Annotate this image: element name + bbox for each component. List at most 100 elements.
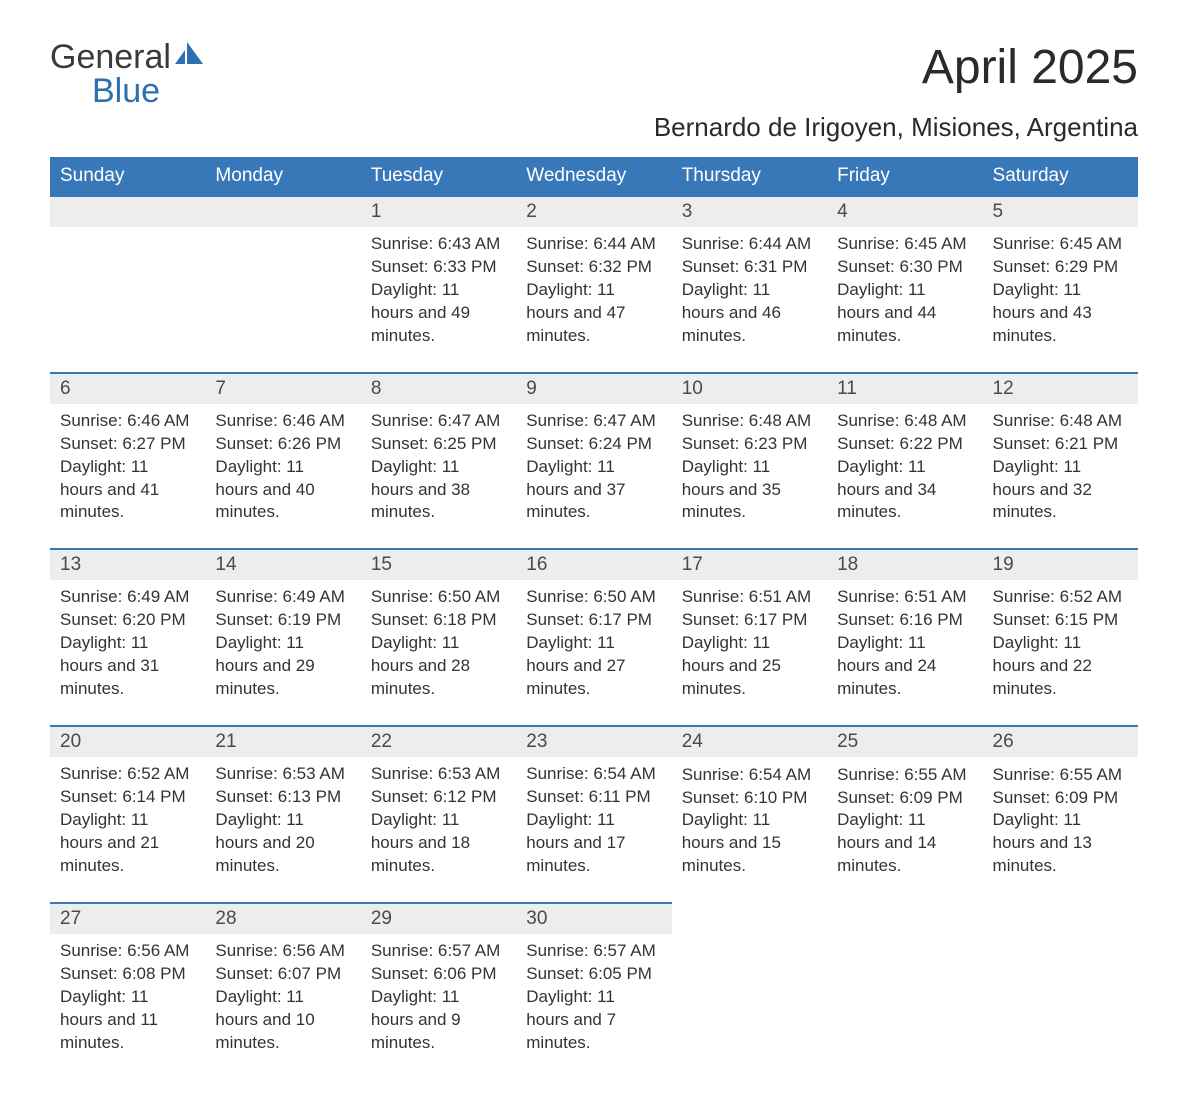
day-detail-cell: Sunrise: 6:46 AMSunset: 6:27 PMDaylight:… — [50, 404, 205, 550]
day-number-cell: 22 — [361, 726, 516, 757]
day-detail-cell: Sunrise: 6:57 AMSunset: 6:06 PMDaylight:… — [361, 934, 516, 1063]
day-detail-cell: Sunrise: 6:53 AMSunset: 6:13 PMDaylight:… — [205, 757, 360, 903]
daylight-text: Daylight: 11 hours and 14 minutes. — [837, 809, 972, 878]
day-detail-cell: Sunrise: 6:48 AMSunset: 6:23 PMDaylight:… — [672, 404, 827, 550]
sunset-text: Sunset: 6:16 PM — [837, 609, 972, 632]
sunset-text: Sunset: 6:07 PM — [215, 963, 350, 986]
sunrise-text: Sunrise: 6:52 AM — [60, 763, 195, 786]
day-detail-row: Sunrise: 6:46 AMSunset: 6:27 PMDaylight:… — [50, 404, 1138, 550]
day-number-cell — [983, 903, 1138, 934]
day-detail-cell: Sunrise: 6:56 AMSunset: 6:07 PMDaylight:… — [205, 934, 360, 1063]
sunset-text: Sunset: 6:15 PM — [993, 609, 1128, 632]
day-detail-cell: Sunrise: 6:52 AMSunset: 6:15 PMDaylight:… — [983, 580, 1138, 726]
sunset-text: Sunset: 6:06 PM — [371, 963, 506, 986]
daylight-text: Daylight: 11 hours and 15 minutes. — [682, 809, 817, 878]
day-detail-row: Sunrise: 6:49 AMSunset: 6:20 PMDaylight:… — [50, 580, 1138, 726]
daylight-text: Daylight: 11 hours and 40 minutes. — [215, 456, 350, 525]
day-number-cell: 4 — [827, 196, 982, 227]
day-number-cell: 15 — [361, 549, 516, 580]
sunset-text: Sunset: 6:33 PM — [371, 256, 506, 279]
sunset-text: Sunset: 6:12 PM — [371, 786, 506, 809]
day-detail-cell: Sunrise: 6:55 AMSunset: 6:09 PMDaylight:… — [983, 757, 1138, 903]
sunset-text: Sunset: 6:05 PM — [526, 963, 661, 986]
day-number-cell: 5 — [983, 196, 1138, 227]
day-detail-cell: Sunrise: 6:43 AMSunset: 6:33 PMDaylight:… — [361, 227, 516, 373]
day-number-cell: 13 — [50, 549, 205, 580]
daylight-text: Daylight: 11 hours and 28 minutes. — [371, 632, 506, 701]
day-detail-cell: Sunrise: 6:50 AMSunset: 6:17 PMDaylight:… — [516, 580, 671, 726]
day-number-cell: 28 — [205, 903, 360, 934]
daylight-text: Daylight: 11 hours and 44 minutes. — [837, 279, 972, 348]
sunrise-text: Sunrise: 6:49 AM — [215, 586, 350, 609]
day-number-row: 6789101112 — [50, 373, 1138, 404]
daylight-text: Daylight: 11 hours and 37 minutes. — [526, 456, 661, 525]
sunrise-text: Sunrise: 6:56 AM — [215, 940, 350, 963]
day-number-cell: 14 — [205, 549, 360, 580]
weekday-header: Monday — [205, 157, 360, 196]
day-number-row: 12345 — [50, 196, 1138, 227]
sunset-text: Sunset: 6:13 PM — [215, 786, 350, 809]
daylight-text: Daylight: 11 hours and 24 minutes. — [837, 632, 972, 701]
sunrise-text: Sunrise: 6:54 AM — [526, 763, 661, 786]
daylight-text: Daylight: 11 hours and 9 minutes. — [371, 986, 506, 1055]
day-number-cell: 25 — [827, 726, 982, 757]
sunrise-text: Sunrise: 6:55 AM — [993, 764, 1128, 787]
sunrise-text: Sunrise: 6:46 AM — [215, 410, 350, 433]
sunrise-text: Sunrise: 6:44 AM — [682, 233, 817, 256]
weekday-header: Friday — [827, 157, 982, 196]
day-number-cell — [827, 903, 982, 934]
day-number-row: 20212223242526 — [50, 726, 1138, 757]
daylight-text: Daylight: 11 hours and 21 minutes. — [60, 809, 195, 878]
daylight-text: Daylight: 11 hours and 47 minutes. — [526, 279, 661, 348]
sunrise-text: Sunrise: 6:48 AM — [837, 410, 972, 433]
day-detail-cell: Sunrise: 6:51 AMSunset: 6:16 PMDaylight:… — [827, 580, 982, 726]
day-detail-cell: Sunrise: 6:45 AMSunset: 6:30 PMDaylight:… — [827, 227, 982, 373]
weekday-header: Thursday — [672, 157, 827, 196]
day-number-cell: 1 — [361, 196, 516, 227]
sunset-text: Sunset: 6:26 PM — [215, 433, 350, 456]
daylight-text: Daylight: 11 hours and 32 minutes. — [993, 456, 1128, 525]
page-subtitle: Bernardo de Irigoyen, Misiones, Argentin… — [50, 112, 1138, 143]
sunrise-text: Sunrise: 6:43 AM — [371, 233, 506, 256]
day-detail-cell: Sunrise: 6:52 AMSunset: 6:14 PMDaylight:… — [50, 757, 205, 903]
daylight-text: Daylight: 11 hours and 13 minutes. — [993, 809, 1128, 878]
day-number-cell: 19 — [983, 549, 1138, 580]
weekday-header: Saturday — [983, 157, 1138, 196]
sunset-text: Sunset: 6:22 PM — [837, 433, 972, 456]
day-detail-cell: Sunrise: 6:45 AMSunset: 6:29 PMDaylight:… — [983, 227, 1138, 373]
sunset-text: Sunset: 6:31 PM — [682, 256, 817, 279]
daylight-text: Daylight: 11 hours and 27 minutes. — [526, 632, 661, 701]
sunset-text: Sunset: 6:10 PM — [682, 787, 817, 810]
day-number-cell: 2 — [516, 196, 671, 227]
daylight-text: Daylight: 11 hours and 7 minutes. — [526, 986, 661, 1055]
day-detail-cell: Sunrise: 6:49 AMSunset: 6:19 PMDaylight:… — [205, 580, 360, 726]
sunrise-text: Sunrise: 6:49 AM — [60, 586, 195, 609]
weekday-header-row: Sunday Monday Tuesday Wednesday Thursday… — [50, 157, 1138, 196]
sunrise-text: Sunrise: 6:50 AM — [526, 586, 661, 609]
sunrise-text: Sunrise: 6:56 AM — [60, 940, 195, 963]
day-detail-cell — [205, 227, 360, 373]
day-detail-cell: Sunrise: 6:54 AMSunset: 6:10 PMDaylight:… — [672, 757, 827, 903]
daylight-text: Daylight: 11 hours and 20 minutes. — [215, 809, 350, 878]
day-number-cell: 29 — [361, 903, 516, 934]
sail-icon — [175, 42, 205, 68]
page-title: April 2025 — [922, 40, 1138, 95]
day-number-cell: 23 — [516, 726, 671, 757]
day-number-cell: 9 — [516, 373, 671, 404]
day-number-cell — [672, 903, 827, 934]
sunset-text: Sunset: 6:19 PM — [215, 609, 350, 632]
sunrise-text: Sunrise: 6:57 AM — [371, 940, 506, 963]
sunset-text: Sunset: 6:20 PM — [60, 609, 195, 632]
day-detail-cell: Sunrise: 6:44 AMSunset: 6:31 PMDaylight:… — [672, 227, 827, 373]
sunset-text: Sunset: 6:23 PM — [682, 433, 817, 456]
day-number-cell: 20 — [50, 726, 205, 757]
sunset-text: Sunset: 6:18 PM — [371, 609, 506, 632]
day-detail-cell: Sunrise: 6:57 AMSunset: 6:05 PMDaylight:… — [516, 934, 671, 1063]
day-number-cell: 26 — [983, 726, 1138, 757]
day-number-cell: 12 — [983, 373, 1138, 404]
day-number-cell: 10 — [672, 373, 827, 404]
daylight-text: Daylight: 11 hours and 17 minutes. — [526, 809, 661, 878]
daylight-text: Daylight: 11 hours and 31 minutes. — [60, 632, 195, 701]
day-number-cell: 6 — [50, 373, 205, 404]
weekday-header: Sunday — [50, 157, 205, 196]
